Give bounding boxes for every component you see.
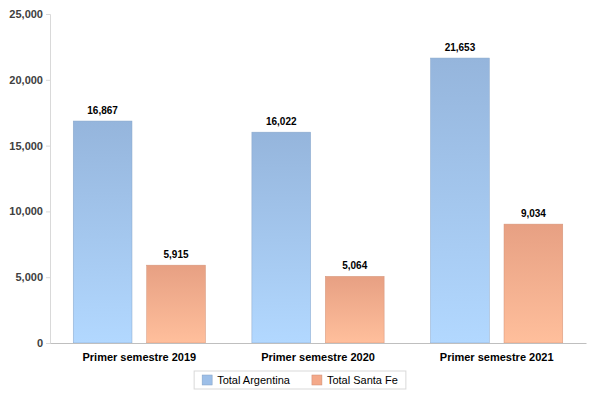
bar	[252, 132, 311, 343]
x-tick: Primer semestre 2019	[82, 343, 196, 363]
y-tick: 25,000	[9, 8, 50, 20]
x-tick-label: Primer semestre 2021	[440, 351, 554, 363]
x-tick-label: Primer semestre 2019	[82, 351, 196, 363]
y-tick-label: 10,000	[9, 205, 43, 217]
data-label: 5,915	[164, 249, 189, 260]
data-label: 9,034	[521, 208, 546, 219]
legend-frame	[194, 371, 406, 389]
y-tick: 15,000	[9, 140, 50, 152]
x-tick: Primer semestre 2020	[261, 343, 375, 363]
y-tick-label: 5,000	[15, 271, 43, 283]
data-label: 5,064	[342, 260, 367, 271]
y-tick-label: 15,000	[9, 140, 43, 152]
y-tick-label: 20,000	[9, 74, 43, 86]
y-tick: 20,000	[9, 74, 50, 86]
legend-item: Total Santa Fe	[312, 374, 398, 386]
bar	[431, 58, 490, 343]
y-tick: 0	[37, 337, 50, 349]
y-tick: 5,000	[15, 271, 50, 283]
bar	[325, 276, 384, 343]
data-label: 21,653	[445, 42, 476, 53]
y-tick-mark	[46, 14, 50, 15]
legend-swatch	[312, 375, 322, 385]
y-tick: 10,000	[9, 205, 50, 217]
legend-label: Total Argentina	[217, 374, 291, 386]
bar	[147, 265, 206, 343]
data-label: 16,022	[266, 116, 297, 127]
data-labels: 16,867 16,022 21,653 5,915 5,064 9,034	[87, 42, 546, 271]
legend-swatch	[202, 375, 212, 385]
legend: Total Argentina Total Santa Fe	[194, 371, 406, 389]
y-tick-label: 0	[37, 337, 43, 349]
data-label: 16,867	[87, 105, 118, 116]
y-tick-mark	[46, 211, 50, 212]
x-axis: Primer semestre 2019 Primer semestre 2020…	[51, 343, 587, 363]
y-axis-line	[46, 15, 51, 344]
y-axis: 0 5,000 10,000 15,000 20,000 25,000	[9, 8, 50, 349]
bars	[73, 58, 563, 343]
bar	[504, 224, 563, 343]
chart: 0 5,000 10,000 15,000 20,000 25,000 Primer sem…	[0, 0, 600, 400]
y-tick-mark	[46, 277, 50, 278]
y-tick-mark	[46, 80, 50, 81]
plot-area: 0 5,000 10,000 15,000 20,000 25,000 Primer sem…	[9, 8, 586, 363]
y-tick-mark	[46, 343, 50, 344]
x-tick-label: Primer semestre 2020	[261, 351, 375, 363]
legend-item: Total Argentina	[202, 374, 291, 386]
y-tick-mark	[46, 146, 50, 147]
x-axis-line	[51, 343, 587, 344]
legend-label: Total Santa Fe	[327, 374, 398, 386]
y-tick-label: 25,000	[9, 8, 43, 20]
bar	[73, 121, 132, 343]
x-tick: Primer semestre 2021	[440, 343, 554, 363]
